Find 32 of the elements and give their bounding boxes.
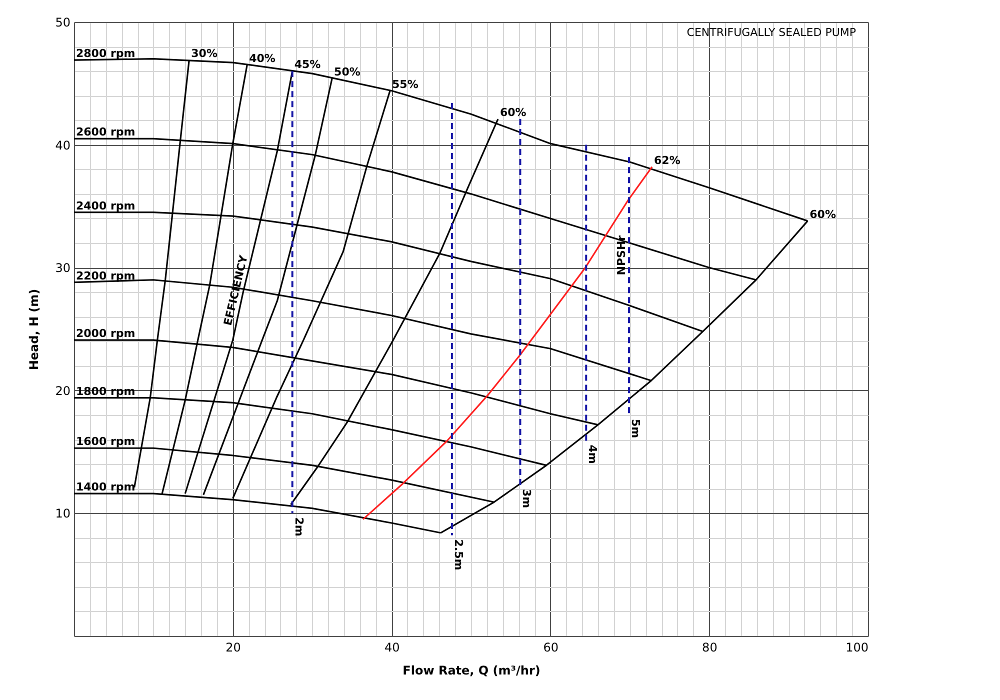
x-tick-label: 80 [702,640,718,654]
annotation: 60% [810,208,836,221]
x-tick-label: 20 [226,640,241,654]
annotation: 2.5m [452,539,465,570]
annotation: 62% [654,154,680,167]
y-axis-title: Head, H (m) [27,288,42,370]
annotation: 1400 rpm [76,480,136,494]
annotation: 50% [334,65,360,78]
x-axis-title: Flow Rate, Q (m³/hr) [402,664,540,678]
annotation: 2000 rpm [76,327,136,340]
annotation: 2m [292,517,306,536]
annotation: 2600 rpm [76,126,136,139]
y-tick-label: 10 [55,506,70,521]
y-tick-label: 50 [55,16,70,30]
annotation: 2400 rpm [76,199,136,212]
annotation: 40% [249,52,276,65]
x-tick-label: 40 [384,640,400,654]
annotation: 5m [629,418,642,438]
annotation: 60% [500,106,526,120]
annotation: 4m [586,444,600,464]
annotation: 2200 rpm [76,269,136,282]
y-tick-label: 20 [55,384,70,398]
annotation: 1600 rpm [76,435,136,448]
x-tick-label: 100 [846,640,868,654]
annotation: 3m [520,488,534,508]
y-tick-label: 40 [55,138,70,152]
annotation: 45% [294,58,321,72]
x-tick-label: 60 [543,640,559,654]
annotation: NPSHr [615,234,628,276]
annotation: 30% [191,47,218,60]
annotation: 2800 rpm [76,47,136,60]
y-tick-label: 30 [55,261,70,276]
